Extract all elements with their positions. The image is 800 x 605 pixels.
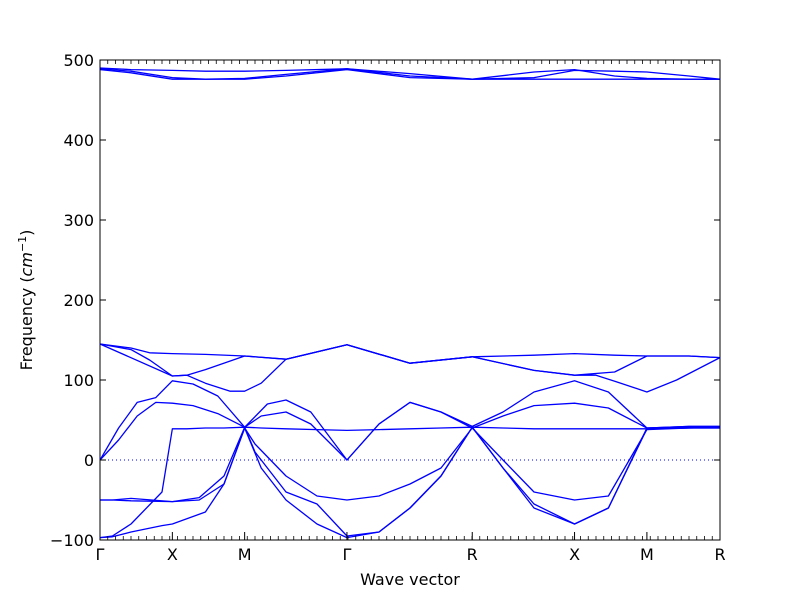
plot-area — [100, 67, 720, 539]
y-tick-label: 0 — [84, 451, 94, 470]
x-tick-label: X — [569, 545, 580, 564]
x-tick-label: M — [640, 545, 654, 564]
band-line-12 — [100, 426, 720, 539]
y-tick-label: 400 — [63, 131, 94, 150]
band-line-7 — [100, 380, 720, 461]
band-line-9 — [100, 426, 720, 503]
band-line-2 — [100, 68, 720, 80]
x-axis-title: Wave vector — [360, 570, 460, 589]
x-tick-label: R — [467, 545, 478, 564]
band-line-10 — [100, 426, 720, 537]
y-tick-label: 500 — [63, 51, 94, 70]
y-tick-label: 200 — [63, 291, 94, 310]
band-line-3 — [100, 68, 720, 80]
y-axis-title: Frequency (cm−1) — [16, 230, 36, 371]
x-tick-label: R — [714, 545, 725, 564]
y-tick-label: 100 — [63, 371, 94, 390]
band-line-6 — [100, 343, 720, 393]
x-tick-label: M — [238, 545, 252, 564]
band-line-5 — [100, 343, 720, 377]
x-tick-label: Γ — [342, 545, 351, 564]
band-line-1 — [100, 67, 720, 80]
y-tick-label: −100 — [50, 531, 94, 550]
band-line-8 — [100, 401, 720, 461]
y-tick-label: 300 — [63, 211, 94, 230]
axes: −100 0 100 200 300 400 500 Γ X M Γ R X M R — [50, 51, 726, 564]
x-tick-label: X — [167, 545, 178, 564]
x-tick-label: Γ — [96, 545, 105, 564]
band-line-4 — [100, 343, 720, 364]
band-line-11 — [100, 426, 720, 539]
